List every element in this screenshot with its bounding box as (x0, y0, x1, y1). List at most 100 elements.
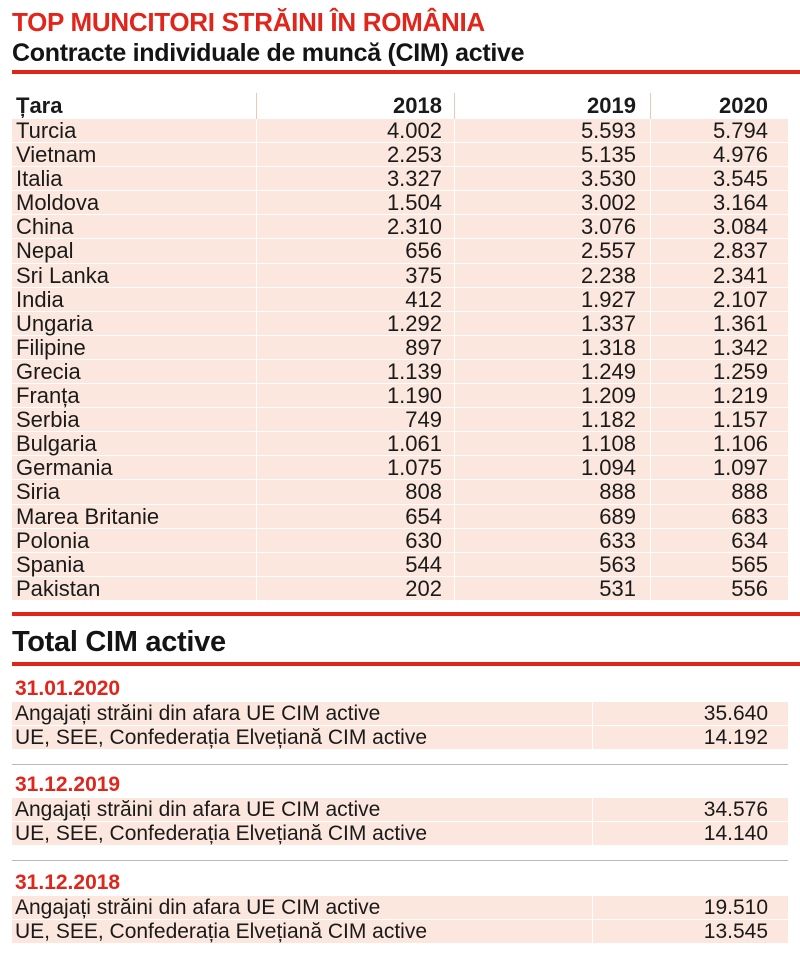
cell-2020: 5.794 (650, 118, 788, 144)
cell-2020: 3.164 (650, 191, 788, 216)
table-row: Marea Britanie 654 689 683 (12, 504, 788, 529)
totals-group: 31.12.2018 Angajați străini din afara UE… (12, 870, 788, 944)
table-row: Moldova 1.504 3.002 3.164 (12, 191, 788, 216)
section-divider (12, 612, 800, 616)
table-row: Grecia 1.139 1.249 1.259 (12, 359, 788, 385)
cell-2018: 1.190 (256, 383, 454, 409)
page-title: TOP MUNCITORI STRĂINI ÎN ROMÂNIA (12, 7, 485, 37)
totals-date: 31.12.2018 (15, 871, 121, 894)
cell-2018: 630 (256, 528, 454, 553)
cell-2018: 2.310 (256, 215, 454, 240)
cell-2019: 1.318 (454, 335, 650, 360)
cell-country: Siria (12, 480, 256, 505)
cell-country: Turcia (12, 118, 256, 144)
cell-country: Spania (12, 552, 256, 577)
cell-country: Moldova (12, 191, 256, 216)
cell-2019: 1.927 (454, 287, 650, 312)
totals-title: Total CIM active (12, 626, 226, 658)
totals-value: 19.510 (592, 896, 788, 920)
cell-2018: 1.292 (256, 311, 454, 336)
cell-2019: 1.094 (454, 456, 650, 481)
column-header-2020: 2020 (650, 93, 788, 119)
cell-2018: 1.061 (256, 432, 454, 457)
cell-2019: 3.530 (454, 167, 650, 192)
cell-2020: 888 (650, 480, 788, 505)
cell-2018: 412 (256, 287, 454, 312)
cell-country: India (12, 287, 256, 312)
cell-2019: 1.182 (454, 408, 650, 433)
cell-2018: 654 (256, 504, 454, 529)
cell-country: Germania (12, 456, 256, 481)
cell-2019: 5.593 (454, 118, 650, 144)
table-row: Pakistan 202 531 556 (12, 576, 788, 601)
totals-row: Angajați străini din afara UE CIM active… (12, 798, 788, 822)
table-row: Serbia 749 1.182 1.157 (12, 408, 788, 433)
cell-2020: 1.361 (650, 311, 788, 336)
cell-2018: 1.075 (256, 456, 454, 481)
table-row: Filipine 897 1.318 1.342 (12, 335, 788, 360)
cell-country: China (12, 215, 256, 240)
cell-country: Polonia (12, 528, 256, 553)
totals-row: Angajați străini din afara UE CIM active… (12, 702, 788, 726)
column-header-country: Țara (16, 93, 63, 118)
cell-2019: 1.209 (454, 383, 650, 409)
table-row: Sri Lanka 375 2.238 2.341 (12, 263, 788, 288)
cell-2019: 5.135 (454, 143, 650, 168)
table-body: Turcia 4.002 5.593 5.794 Vietnam 2.253 5.135 4.… (12, 118, 788, 601)
table-row: Siria 808 888 888 (12, 480, 788, 505)
cell-country: Grecia (12, 359, 256, 385)
totals-date: 31.01.2020 (15, 677, 121, 700)
cell-2019: 3.076 (454, 215, 650, 240)
cell-2019: 888 (454, 480, 650, 505)
cell-2020: 1.219 (650, 383, 788, 409)
totals-group: 31.01.2020 Angajați străini din afara UE… (12, 676, 788, 750)
totals-divider (12, 662, 800, 666)
cell-2020: 1.259 (650, 359, 788, 385)
cell-country: Marea Britanie (12, 504, 256, 529)
totals-value: 13.545 (592, 920, 788, 944)
workers-table: Țara 2018 2019 2020 Turcia 4.002 5.593 5.79… (12, 93, 788, 601)
totals-row: UE, SEE, Confederația Elvețiană CIM acti… (12, 726, 788, 750)
cell-2018: 375 (256, 263, 454, 288)
cell-2019: 1.108 (454, 432, 650, 457)
totals-label: UE, SEE, Confederația Elvețiană CIM acti… (12, 726, 592, 750)
totals-label: UE, SEE, Confederația Elvețiană CIM acti… (12, 920, 592, 944)
totals-value: 14.140 (592, 822, 788, 846)
cell-2018: 749 (256, 408, 454, 433)
group-divider (12, 764, 788, 765)
table-row: Ungaria 1.292 1.337 1.361 (12, 311, 788, 336)
totals-value: 14.192 (592, 726, 788, 750)
cell-country: Pakistan (12, 576, 256, 601)
cell-country: Serbia (12, 408, 256, 433)
cell-2019: 1.249 (454, 359, 650, 385)
table-row: Nepal 656 2.557 2.837 (12, 239, 788, 264)
totals-value: 34.576 (592, 798, 788, 822)
totals-label: Angajați străini din afara UE CIM active (12, 896, 592, 920)
cell-2020: 634 (650, 528, 788, 553)
cell-country: Bulgaria (12, 432, 256, 457)
totals-label: Angajați străini din afara UE CIM active (12, 702, 592, 726)
cell-country: Ungaria (12, 311, 256, 336)
cell-2018: 4.002 (256, 118, 454, 144)
header-divider (12, 70, 800, 74)
cell-2018: 808 (256, 480, 454, 505)
cell-2020: 3.545 (650, 167, 788, 192)
cell-country: Sri Lanka (12, 263, 256, 288)
cell-2019: 531 (454, 576, 650, 601)
group-divider (12, 860, 788, 861)
cell-2018: 1.504 (256, 191, 454, 216)
cell-2019: 1.337 (454, 311, 650, 336)
cell-2019: 563 (454, 552, 650, 577)
cell-2020: 2.107 (650, 287, 788, 312)
cell-2020: 1.157 (650, 408, 788, 433)
totals-row: Angajați străini din afara UE CIM active… (12, 896, 788, 920)
cell-2020: 1.097 (650, 456, 788, 481)
cell-2020: 683 (650, 504, 788, 529)
table-row: Vietnam 2.253 5.135 4.976 (12, 143, 788, 168)
cell-2019: 3.002 (454, 191, 650, 216)
cell-2020: 2.341 (650, 263, 788, 288)
totals-label: UE, SEE, Confederația Elvețiană CIM acti… (12, 822, 592, 846)
table-row: China 2.310 3.076 3.084 (12, 215, 788, 240)
totals-group: 31.12.2019 Angajați străini din afara UE… (12, 772, 788, 846)
column-header-2019: 2019 (454, 93, 650, 119)
